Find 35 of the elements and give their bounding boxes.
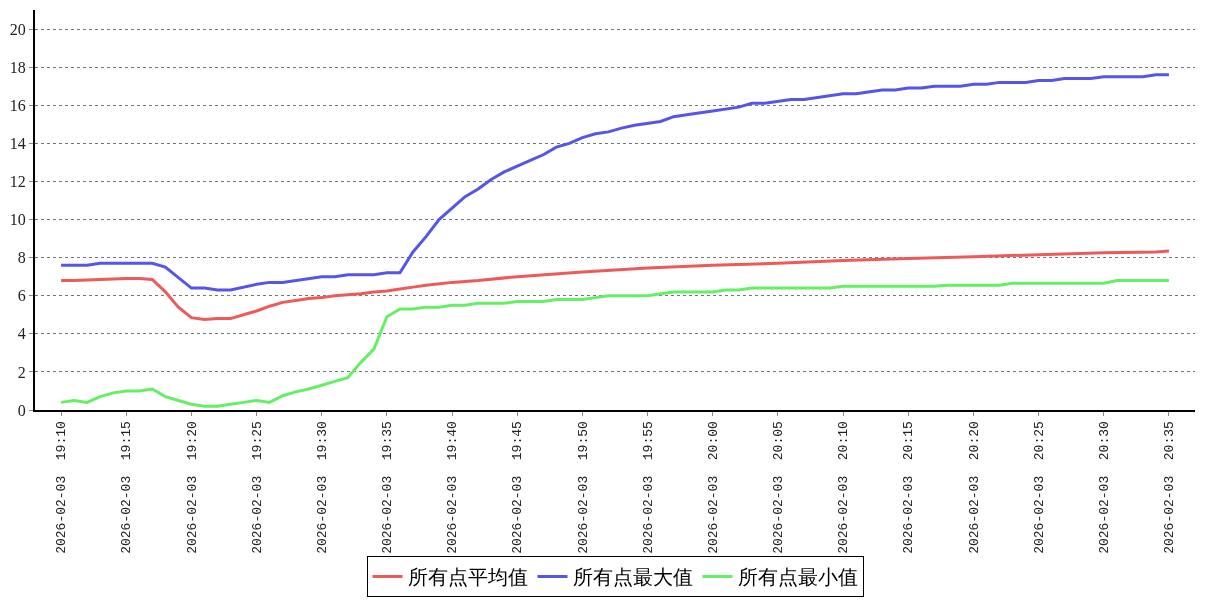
line-series bbox=[59, 278, 1171, 408]
x-tick-label: 2026-02-03 19:20 bbox=[184, 421, 200, 554]
x-tick-label: 2026-02-03 19:10 bbox=[54, 421, 70, 554]
y-tick-label: 14 bbox=[9, 134, 26, 152]
y-tick-label: 10 bbox=[9, 211, 26, 229]
y-tick-label: 4 bbox=[17, 325, 26, 343]
x-tick-label: 2026-02-03 20:00 bbox=[705, 421, 721, 554]
x-tick-label: 2026-02-03 19:45 bbox=[510, 421, 526, 554]
legend-label: 所有点平均值 bbox=[407, 566, 528, 589]
x-tick-label: 2026-02-03 19:35 bbox=[380, 421, 396, 554]
y-tick-label: 20 bbox=[9, 20, 26, 38]
x-tick-label: 2026-02-03 19:55 bbox=[640, 421, 656, 554]
line-series bbox=[59, 73, 1171, 292]
x-tick-label: 2026-02-03 20:05 bbox=[771, 421, 787, 554]
x-tick-label: 2026-02-03 20:15 bbox=[901, 421, 917, 554]
y-tick-label: 18 bbox=[9, 58, 26, 76]
y-tick-label: 2 bbox=[17, 363, 26, 381]
y-tick-label: 8 bbox=[17, 249, 26, 267]
x-tick-label: 2026-02-03 20:30 bbox=[1096, 421, 1112, 554]
x-tick-label: 2026-02-03 20:35 bbox=[1162, 421, 1178, 554]
x-tick-label: 2026-02-03 19:30 bbox=[314, 421, 330, 554]
x-tick-label: 2026-02-03 20:10 bbox=[836, 421, 852, 554]
x-tick-label: 2026-02-03 20:25 bbox=[1031, 421, 1047, 554]
x-tick-label: 2026-02-03 19:15 bbox=[119, 421, 135, 554]
legend-label: 所有点最大值 bbox=[572, 566, 693, 589]
legend-label: 所有点最小值 bbox=[737, 566, 858, 589]
y-tick-label: 6 bbox=[17, 287, 26, 305]
x-tick-label: 2026-02-03 19:50 bbox=[575, 421, 591, 554]
y-tick-label: 12 bbox=[9, 173, 26, 191]
y-tick-label: 16 bbox=[9, 96, 26, 114]
x-tick-label: 2026-02-03 20:20 bbox=[966, 421, 982, 554]
line-series bbox=[59, 249, 1171, 322]
x-tick-label: 2026-02-03 19:25 bbox=[249, 421, 265, 554]
y-tick-label: 0 bbox=[17, 401, 26, 419]
x-tick-label: 2026-02-03 19:40 bbox=[445, 421, 461, 554]
